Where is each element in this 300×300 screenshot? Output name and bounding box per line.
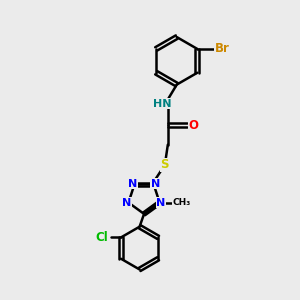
Text: Cl: Cl	[96, 231, 108, 244]
Text: N: N	[157, 198, 166, 208]
Text: S: S	[160, 158, 169, 171]
Text: HN: HN	[153, 99, 172, 109]
Text: N: N	[128, 179, 138, 189]
Text: N: N	[151, 179, 160, 189]
Text: Br: Br	[214, 42, 230, 56]
Text: CH₃: CH₃	[173, 198, 191, 207]
Text: N: N	[122, 198, 132, 208]
Text: O: O	[189, 119, 199, 132]
